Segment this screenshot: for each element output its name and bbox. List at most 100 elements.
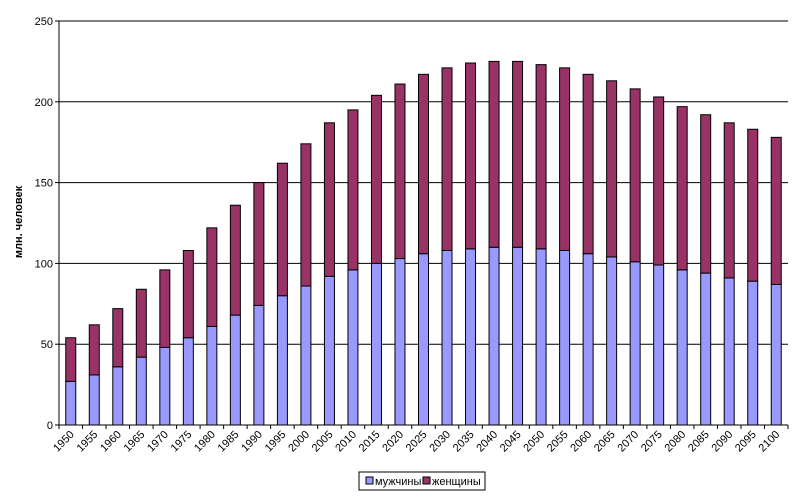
x-tick-label: 1980 [192,429,218,455]
legend: мужчины женщины [358,471,486,491]
legend-label-women: женщины [432,476,481,488]
x-tick-label: 1950 [51,429,77,455]
x-tick-label: 1960 [98,429,124,455]
x-tick-label: 2035 [451,429,477,455]
bar-men-1950 [65,380,77,426]
bar-women-1965 [135,288,147,358]
x-tick-label: 2010 [333,429,359,455]
bar-women-2080 [676,106,688,271]
bar-women-2010 [347,109,359,271]
bar-women-2055 [559,67,571,251]
y-tick-label: 250 [35,16,53,28]
y-tick-label: 0 [47,420,53,432]
x-tick-label: 2020 [380,429,406,455]
bar-men-2075 [653,264,665,426]
x-tick-label: 2015 [357,429,383,455]
bar-women-1990 [253,182,265,306]
bar-men-2090 [723,277,735,426]
x-tick-label: 2060 [568,429,594,455]
x-tick-label: 2095 [733,429,759,455]
x-tick-label: 2045 [498,429,524,455]
bar-men-2000 [300,285,312,426]
x-tick-label: 2055 [545,429,571,455]
bars [65,60,782,426]
bar-men-2065 [606,256,618,426]
bar-women-2075 [653,96,665,266]
bar-women-2065 [606,80,618,258]
x-tick-label: 2025 [404,429,430,455]
legend-label-men: мужчины [375,476,421,488]
x-tick-label: 2070 [615,429,641,455]
legend-swatch-women [422,476,431,485]
bar-men-2060 [582,253,594,426]
bar-men-2030 [441,249,453,426]
bar-men-1960 [112,366,124,426]
bar-women-2050 [535,64,547,250]
x-tick-label: 1965 [122,429,148,455]
bar-men-2010 [347,269,359,426]
bar-men-2095 [747,280,759,426]
x-tick-label: 2005 [310,429,336,455]
bar-women-1955 [88,324,100,376]
bar-women-2035 [465,62,477,250]
bar-women-2090 [723,122,735,279]
bar-men-2070 [629,261,641,426]
bar-women-1980 [206,227,218,327]
bar-women-1950 [65,337,77,382]
bar-men-2080 [676,269,688,426]
y-tick-label: 100 [35,258,53,270]
bar-women-2040 [488,60,500,248]
x-tick-label: 2040 [474,429,500,455]
bar-women-1970 [159,269,171,348]
bar-women-2025 [418,73,429,255]
bar-men-1985 [229,314,241,426]
bar-men-2035 [465,248,477,426]
x-tick-label: 1995 [263,429,289,455]
bar-men-2005 [323,275,335,426]
bar-men-1995 [276,295,288,426]
bar-women-2005 [323,122,335,277]
bar-women-1960 [112,308,124,368]
bar-women-2100 [770,136,782,285]
bar-women-2030 [441,67,453,251]
legend-box [358,471,486,491]
x-tick-label: 1970 [145,429,171,455]
bar-women-1985 [229,204,241,316]
x-tick-label: 1975 [169,429,195,455]
y-axis-title: млн. человек [13,185,25,258]
bar-men-1965 [135,356,147,426]
bar-men-2100 [770,283,782,426]
x-tick-label: 2000 [286,429,312,455]
bar-women-2000 [300,143,312,287]
bar-men-1990 [253,304,265,426]
y-tick-label: 50 [41,339,53,351]
bar-men-1955 [88,374,100,426]
bar-men-2025 [418,253,429,426]
x-tick-label: 2090 [710,429,736,455]
y-tick-label: 200 [35,97,53,109]
bar-men-1980 [206,325,218,426]
x-tick-label: 2030 [427,429,453,455]
bar-women-2095 [747,128,759,282]
x-tick-label: 2075 [639,429,665,455]
bar-men-2055 [559,249,571,426]
bar-men-2040 [488,246,500,426]
bar-men-2045 [512,246,524,426]
y-tick-label: 150 [35,178,53,190]
axes [58,21,789,429]
x-tick-label: 1990 [239,429,265,455]
x-tick-label: 2050 [521,429,547,455]
y-tick-labels: 0 50 100 150 200 250 [35,16,53,432]
bar-women-2045 [512,60,524,248]
bar-men-1975 [182,337,194,426]
bar-men-2020 [394,258,406,426]
bar-men-2050 [535,248,547,426]
bar-women-2060 [582,73,594,255]
x-tick-label: 1955 [75,429,101,455]
x-tick-label: 2065 [592,429,618,455]
bar-women-2020 [394,83,406,260]
bar-women-1995 [276,162,288,297]
bar-women-2070 [629,88,641,263]
bar-women-2085 [700,114,712,274]
